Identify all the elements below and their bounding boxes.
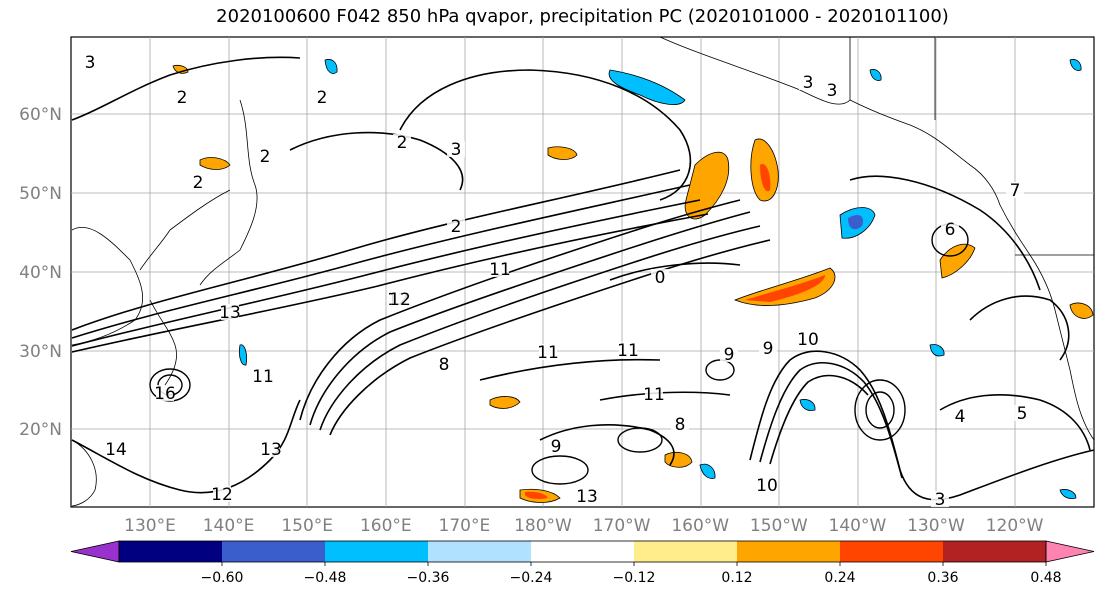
contour-value-label: 2 <box>317 88 328 108</box>
latitude-labels: 60°N 50°N 40°N 30°N 20°N <box>19 105 62 440</box>
contour-value-label: 3 <box>451 140 462 160</box>
colorbar-tick-label: 0.36 <box>927 570 958 586</box>
colorbar-segment <box>428 541 532 562</box>
contour-value-label: 2 <box>177 88 188 108</box>
contour-value-label: 2 <box>451 217 462 237</box>
precip-shading <box>172 59 1094 503</box>
contour-value-label: 13 <box>576 487 598 507</box>
lon-label: 170°W <box>593 516 651 536</box>
map-panel: 3223332220111213111111991081614121313109… <box>70 36 1095 510</box>
colorbar-tick-label: −0.48 <box>304 570 347 586</box>
contour-value-label: 7 <box>1010 181 1021 201</box>
contour-value-label: 2 <box>260 147 271 167</box>
contour-value-label: 11 <box>643 385 665 405</box>
lon-label: 130°W <box>907 516 965 536</box>
contour-value-label: 3 <box>935 490 946 510</box>
colorbar-segment <box>531 541 635 562</box>
lat-label: 60°N <box>19 105 62 125</box>
colorbar-tick-label: 0.12 <box>721 570 752 586</box>
contour-value-label: 9 <box>763 339 774 359</box>
colorbar-segment <box>737 541 841 562</box>
coastlines <box>71 36 1095 507</box>
lon-label: 140°E <box>203 516 255 536</box>
lon-label: 120°W <box>986 516 1044 536</box>
lon-label: 160°W <box>671 516 729 536</box>
colorbar-under-extension <box>70 540 120 563</box>
qvapor-contours <box>71 56 1095 501</box>
lon-label: 160°E <box>360 516 412 536</box>
lon-label: 130°E <box>124 516 176 536</box>
contour-value-label: 3 <box>827 81 838 101</box>
colorbar-segment <box>634 541 738 562</box>
contour-value-label: 6 <box>945 220 956 240</box>
contour-value-label: 0 <box>655 268 666 288</box>
lon-label: 170°E <box>439 516 491 536</box>
colorbar-tick-label: −0.24 <box>510 570 553 586</box>
colorbar-tick-label: −0.36 <box>407 570 450 586</box>
colorbar-segment <box>840 541 944 562</box>
lon-label: 140°W <box>829 516 887 536</box>
contour-value-label: 9 <box>724 345 735 365</box>
lat-label: 30°N <box>19 342 62 362</box>
longitude-labels: 130°E 140°E 150°E 160°E 170°E 180°W 170°W 160°W… <box>124 516 1044 536</box>
colorbar-tick-label: −0.12 <box>613 570 656 586</box>
contour-labels: 3223332220111213111111991081614121313109… <box>81 53 1031 510</box>
contour-value-label: 9 <box>551 437 562 457</box>
contour-value-label: 5 <box>1017 404 1028 424</box>
colorbar-segment <box>325 541 429 562</box>
colorbar-segment <box>943 541 1047 562</box>
contour-value-label: 11 <box>617 341 639 361</box>
colorbar-over-extension <box>1045 540 1095 563</box>
colorbar-segment <box>222 541 326 562</box>
contour-value-label: 13 <box>260 440 282 460</box>
colorbar-tick-label: 0.24 <box>824 570 855 586</box>
lat-label: 50°N <box>19 184 62 204</box>
contour-value-label: 11 <box>537 343 559 363</box>
contour-value-label: 8 <box>675 415 686 435</box>
contour-value-label: 16 <box>154 384 176 404</box>
colorbar-tick-label: 0.48 <box>1030 570 1061 586</box>
contour-value-label: 10 <box>756 476 778 496</box>
contour-value-label: 12 <box>211 485 233 505</box>
colorbar-segment <box>119 541 223 562</box>
contour-value-label: 12 <box>389 290 411 310</box>
contour-value-label: 11 <box>489 260 511 280</box>
graticule <box>71 37 1094 507</box>
lat-label: 20°N <box>19 420 62 440</box>
lat-label: 40°N <box>19 263 62 283</box>
contour-value-label: 2 <box>397 133 408 153</box>
contour-value-label: 11 <box>252 367 274 387</box>
contour-value-label: 3 <box>85 53 96 73</box>
contour-value-label: 2 <box>193 173 204 193</box>
contour-value-label: 4 <box>955 407 966 427</box>
contour-value-label: 14 <box>105 440 127 460</box>
figure-title: 2020100600 F042 850 hPa qvapor, precipit… <box>216 6 949 27</box>
colorbar-tick-label: −0.60 <box>201 570 244 586</box>
lon-label: 150°E <box>281 516 333 536</box>
contour-value-label: 8 <box>439 355 450 375</box>
colorbar: −0.60 −0.48 −0.36 −0.24 −0.12 0.12 0.24 0.36 0.4… <box>70 540 1095 586</box>
contour-value-label: 13 <box>219 303 241 323</box>
lon-label: 180°W <box>514 516 572 536</box>
contour-value-label: 10 <box>797 330 819 350</box>
lon-label: 150°W <box>750 516 808 536</box>
contour-value-label: 3 <box>803 73 814 93</box>
